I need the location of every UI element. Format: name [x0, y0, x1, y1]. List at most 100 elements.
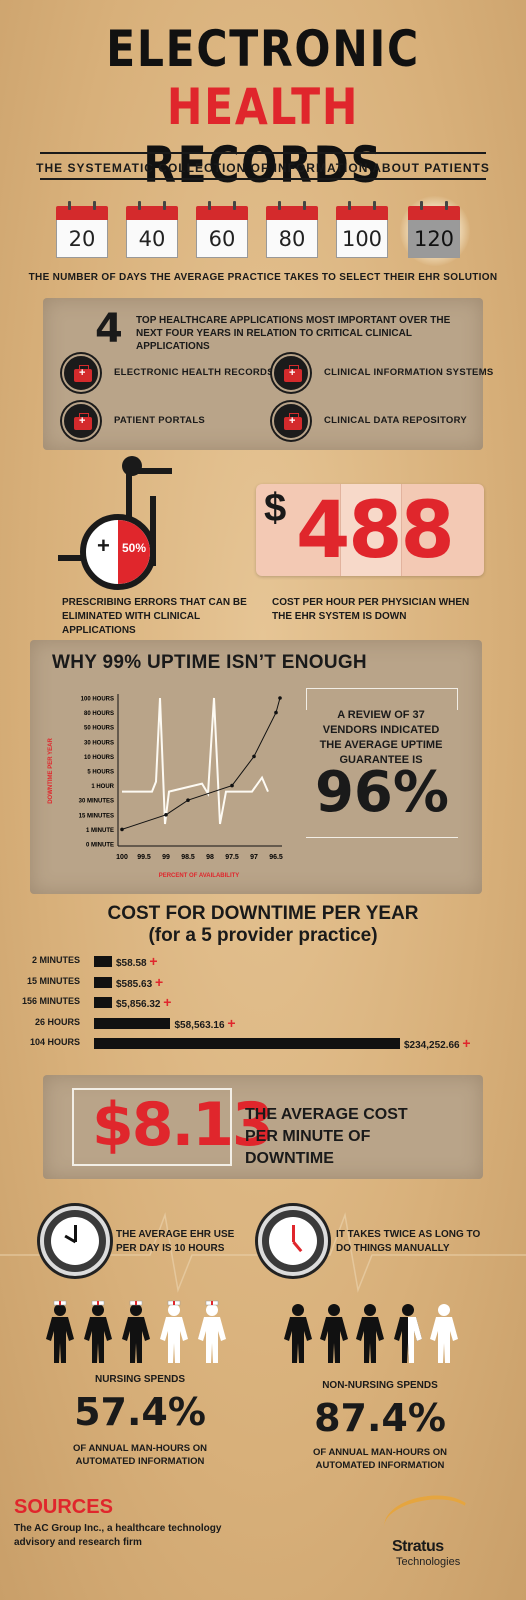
price-text: COST PER HOUR PER PHYSICIAN WHEN THE EHR… — [272, 597, 470, 622]
wheelchair-foot — [58, 555, 86, 561]
person-icon — [394, 1304, 422, 1363]
errors-percent: 50% — [122, 541, 147, 555]
app-item: ELECTRONIC HEALTH RECORDS — [114, 367, 274, 378]
cost-minute-panel — [43, 1075, 483, 1179]
divider — [40, 152, 486, 154]
bar-value-label: $5,856.32 + — [116, 994, 171, 1010]
review-percent: 96% — [314, 760, 450, 825]
review-bracket — [306, 688, 458, 838]
divider — [40, 178, 486, 180]
cost-minute-text: THE AVERAGE COST PER MINUTE OF DOWNTIME — [245, 1106, 408, 1167]
title-line-2: HEALTH RECORDS — [39, 78, 486, 194]
nurse-icon — [198, 1300, 226, 1363]
bar-category-label: 15 MINUTES — [26, 975, 80, 986]
x-tick-label: 99.5 — [137, 854, 151, 861]
x-tick-label: 100 — [116, 854, 128, 861]
non-nursing-percent: 87.4% — [314, 1396, 446, 1440]
y-tick-label: 1 MINUTE — [86, 828, 114, 834]
subtitle: THE SYSTEMATIC COLLECTION OF INFORMATION… — [36, 161, 490, 175]
errors-text: PRESCRIBING ERRORS THAT CAN BE ELIMINATE… — [62, 597, 247, 636]
bar-value-label: $585.63 + — [116, 974, 163, 990]
x-axis-label: PERCENT OF AVAILABILITY — [159, 873, 240, 879]
y-axis-label: DOWNTIME PER YEAR — [48, 738, 54, 804]
nursing-percent: 57.4% — [74, 1390, 206, 1434]
cost-title: COST FOR DOWNTIME PER YEAR (for a 5 provi… — [0, 903, 526, 947]
clock-right-text: IT TAKES TWICE AS LONG TO DO THINGS MANU… — [336, 1229, 481, 1254]
clock-icon-red — [258, 1206, 328, 1276]
price-dollar: $ — [264, 486, 287, 530]
person-icon — [284, 1304, 312, 1363]
app-item: PATIENT PORTALS — [114, 415, 206, 426]
calendar-icon-highlighted: 120 — [408, 201, 460, 258]
y-tick-label: 1 HOUR — [91, 784, 114, 790]
clock-left-text: THE AVERAGE EHR USE PER DAY IS 10 HOURS — [116, 1229, 235, 1254]
stratus-logo-sub: Technologies — [396, 1556, 461, 1568]
cost-title-main: COST FOR DOWNTIME PER YEAR — [107, 903, 419, 924]
data-line — [121, 697, 281, 830]
wheelchair-back — [126, 468, 132, 520]
data-point — [120, 827, 124, 832]
bar-category-label: 104 HOURS — [29, 1037, 80, 1047]
app-item: CLINICAL INFORMATION SYSTEMS — [324, 367, 494, 378]
bar — [94, 997, 112, 1008]
wheelchair-frame — [150, 496, 156, 566]
x-tick-label: 97 — [250, 854, 258, 861]
apps-number: 4 — [95, 306, 123, 352]
uptime-chart: 0 MINUTE 1 MINUTE 15 MINUTES 30 MINUTES 1 HO… — [48, 694, 283, 879]
y-tick-label: 10 HOURS — [84, 755, 114, 761]
sources-text: The AC Group Inc., a healthcare technolo… — [14, 1523, 222, 1548]
apps-panel — [43, 298, 483, 450]
y-tick-label: 30 HOURS — [84, 740, 114, 746]
plus-icon: + — [149, 953, 158, 969]
person-icon — [320, 1304, 348, 1363]
bar-value-text: $585.63 — [116, 978, 155, 990]
y-tick-label: 15 MINUTES — [79, 813, 114, 819]
data-point — [278, 696, 282, 700]
sources-title: SOURCES — [14, 1496, 113, 1518]
person-icon — [430, 1304, 458, 1363]
bar-category-label: 156 MINUTES — [21, 996, 80, 1006]
medical-bag-icon — [62, 354, 100, 392]
y-tick-label: 0 MINUTE — [86, 843, 114, 849]
people-figures — [46, 1300, 458, 1363]
cost-bracket — [72, 1088, 232, 1166]
data-point — [230, 783, 234, 788]
bar — [94, 976, 112, 988]
title-line-1: ELECTRONIC — [106, 20, 420, 78]
non-nursing-head: NON-NURSING SPENDS — [322, 1380, 438, 1391]
review-text: A REVIEW OF 37 VENDORS INDICATED THE AVE… — [319, 709, 443, 766]
bar-value-text: $234,252.66 — [404, 1040, 463, 1051]
x-tick-label: 98.5 — [181, 854, 195, 861]
calendar-icon: 100 — [336, 201, 388, 258]
nurse-icon — [122, 1300, 150, 1363]
uptime-title: WHY 99% UPTIME ISN’T ENOUGH — [52, 652, 367, 673]
plus-icon: + — [97, 533, 110, 558]
y-tick-label: 30 MINUTES — [79, 799, 114, 805]
cost-title-sub: (for a 5 provider practice) — [148, 925, 378, 946]
bar-category-label: 2 MINUTES — [31, 955, 80, 965]
clock-icon — [40, 1206, 110, 1276]
calendar-icon: 80 — [266, 201, 318, 258]
nurse-icon — [46, 1300, 74, 1363]
y-tick-label: 80 HOURS — [84, 711, 114, 717]
apps-heading: TOP HEALTHCARE APPLICATIONS MOST IMPORTA… — [136, 315, 451, 352]
bar — [94, 956, 112, 967]
x-tick-label: 98 — [206, 854, 214, 861]
plus-icon: + — [163, 994, 172, 1010]
app-item: CLINICAL DATA REPOSITORY — [324, 415, 468, 426]
bar-value-text: $58,563.16 — [174, 1019, 228, 1031]
y-tick-label: 100 HOURS — [81, 697, 114, 703]
person-icon — [356, 1304, 384, 1363]
bandage-pad — [340, 484, 402, 576]
y-tick-label: 5 HOURS — [87, 770, 114, 776]
bar-category-label: 26 HOURS — [34, 1016, 80, 1027]
stratus-logo: Stratus — [392, 1538, 444, 1555]
plus-icon: + — [462, 1035, 471, 1051]
bar-value-label: $58,563.16 + — [175, 1015, 236, 1031]
data-point — [274, 710, 278, 715]
title-health: HEALTH — [166, 78, 360, 136]
heartbeat-line — [0, 1212, 526, 1293]
wheel-pie-icon — [80, 514, 156, 590]
medical-bag-icon — [62, 402, 100, 440]
title-records: RECORDS — [143, 136, 383, 194]
